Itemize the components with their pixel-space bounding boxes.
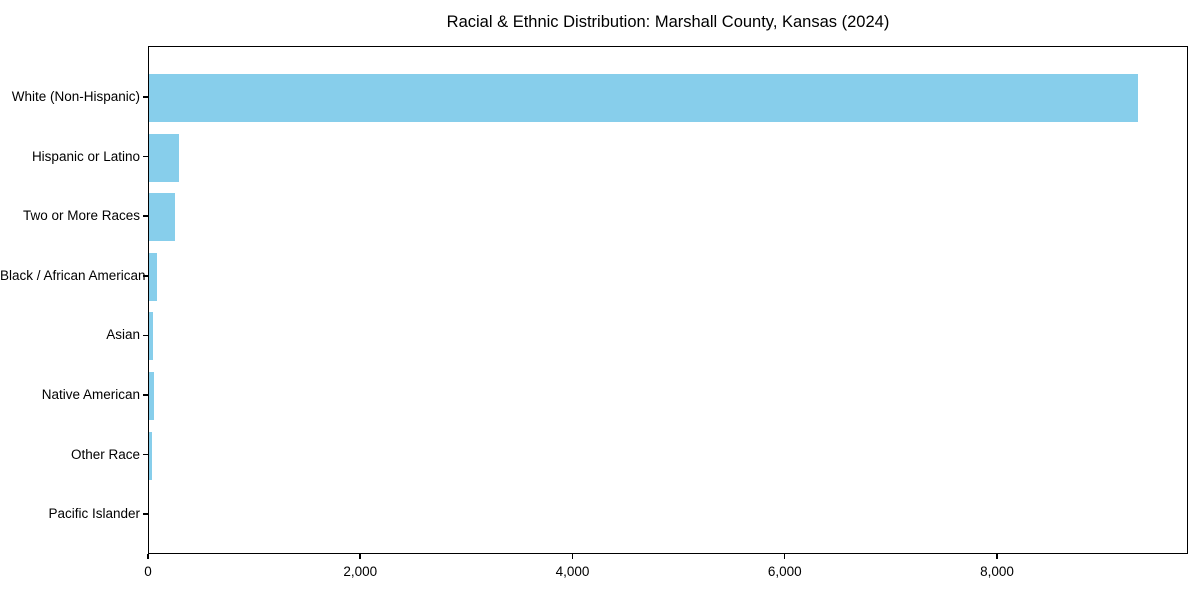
bar-hispanic-or-latino <box>149 133 180 182</box>
y-tick-mark <box>143 96 148 98</box>
y-tick-label: White (Non-Hispanic) <box>11 89 140 104</box>
chart-title: Racial & Ethnic Distribution: Marshall C… <box>446 13 890 31</box>
x-tick-mark <box>783 554 786 559</box>
y-tick-label: Pacific Islander <box>48 506 140 522</box>
bar-other-race <box>149 431 152 480</box>
y-tick-mark <box>143 215 148 217</box>
y-tick-label: Hispanic or Latino <box>31 148 140 164</box>
x-tick-label: 4,000 <box>555 564 590 579</box>
x-tick-label: 8,000 <box>980 564 1014 579</box>
x-tick-mark <box>359 554 361 559</box>
y-tick-label: Asian <box>106 327 140 343</box>
bar-asian <box>149 312 154 361</box>
x-tick-label: 2,000 <box>343 564 378 579</box>
x-tick-mark <box>996 554 998 559</box>
y-tick-mark <box>143 394 148 396</box>
x-tick-label: 6,000 <box>767 564 802 579</box>
x-tick-mark <box>147 554 149 559</box>
bars-layer <box>149 47 1187 553</box>
x-tick-mark <box>571 554 574 559</box>
y-tick-mark <box>143 334 148 337</box>
y-tick-mark <box>143 513 148 515</box>
bar-native-american <box>149 372 154 420</box>
bar-two-or-more-races <box>149 193 175 242</box>
bar-white-non-hispanic <box>149 74 1139 122</box>
y-tick-mark <box>143 275 148 277</box>
plot-area <box>148 46 1188 554</box>
y-tick-mark <box>143 453 148 456</box>
y-tick-label: Two or More Races <box>22 208 140 224</box>
y-tick-mark <box>143 155 148 158</box>
y-tick-label: Other Race <box>70 446 140 462</box>
bar-black-african-american <box>149 252 157 301</box>
x-tick-label: 0 <box>144 564 152 579</box>
y-tick-label: Black / African American <box>0 267 146 283</box>
y-tick-label: Native American <box>41 387 140 402</box>
